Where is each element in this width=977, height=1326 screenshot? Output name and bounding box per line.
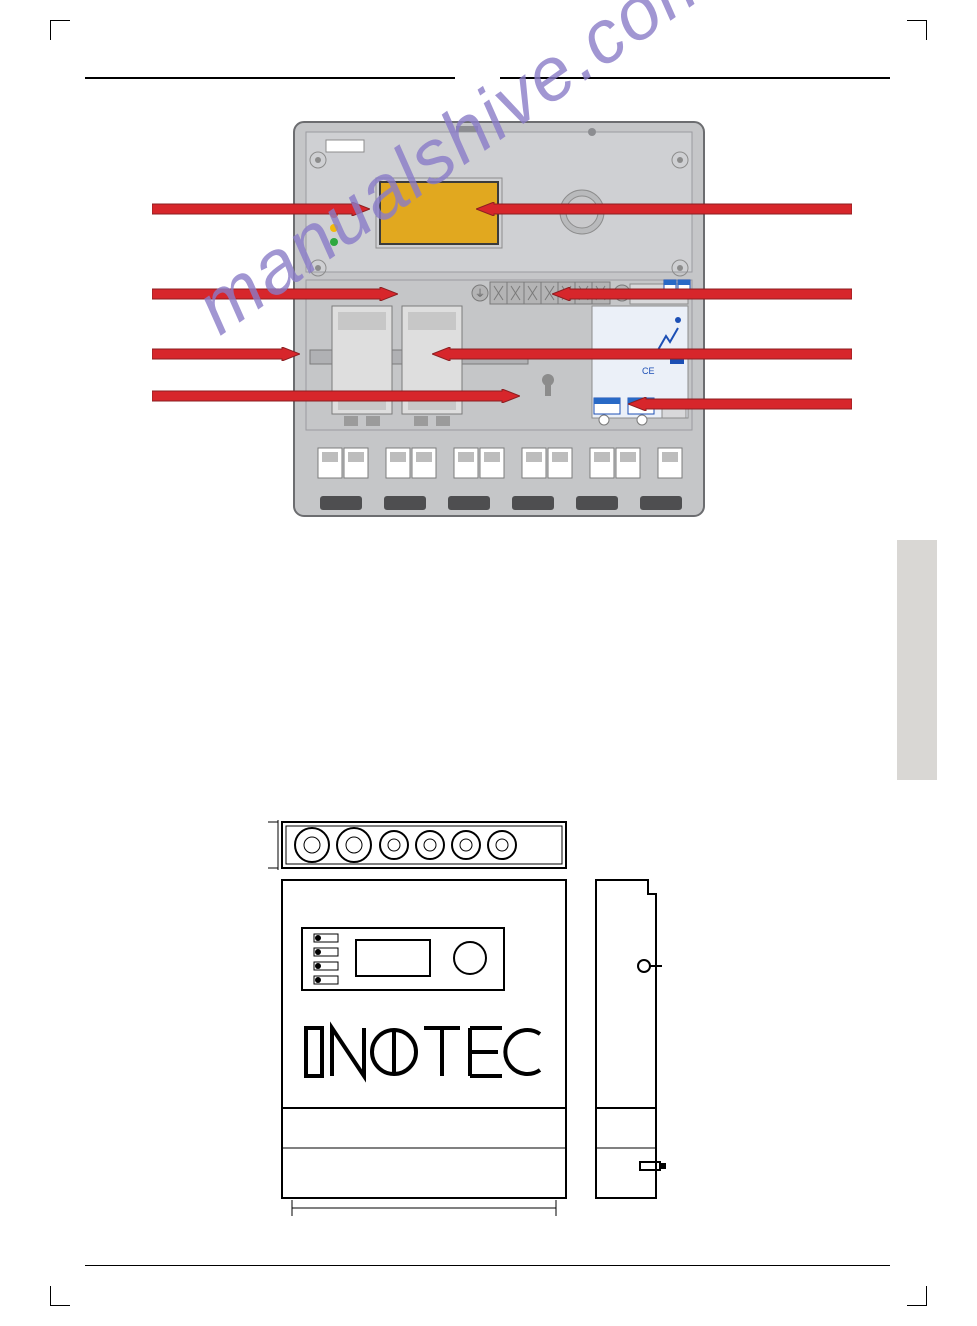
header-rule-right [500, 77, 890, 79]
crop-mark-br [907, 1286, 927, 1306]
callout-arrow-left-3 [152, 347, 300, 361]
callout-arrow-right-2 [552, 287, 852, 301]
callout-arrow-left-2 [152, 287, 398, 301]
footer-rule [85, 1265, 890, 1266]
figure-device-internal: ⏚ ⏚ CE [292, 120, 706, 518]
callout-arrow-left-4 [152, 389, 520, 403]
crop-mark-tr [907, 20, 927, 40]
callout-arrow-left-1 [152, 202, 370, 216]
svg-text:⏚: ⏚ [475, 288, 485, 300]
callout-arrow-right-4 [628, 397, 852, 411]
figure-device-external [248, 818, 718, 1214]
page-thumb-tab [897, 540, 937, 780]
svg-text:CE: CE [642, 366, 655, 376]
header-rule-left [85, 77, 455, 79]
crop-mark-tl [50, 20, 70, 40]
crop-mark-bl [50, 1286, 70, 1306]
callout-arrow-right-3 [432, 347, 852, 361]
page-root: ⏚ ⏚ CE [0, 0, 977, 1326]
callout-arrow-right-1 [476, 202, 852, 216]
